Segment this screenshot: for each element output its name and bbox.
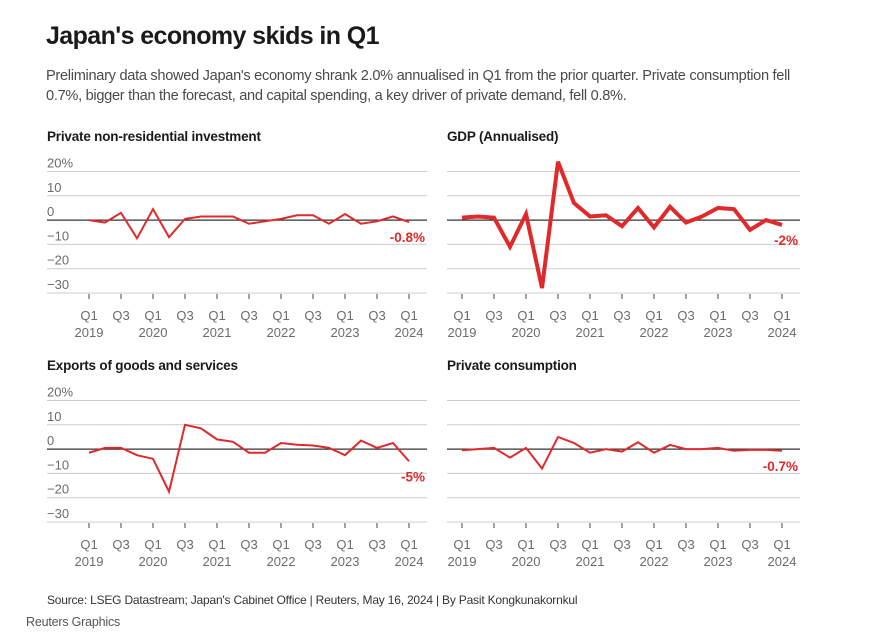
x-tick-label-quarter: Q3 bbox=[485, 308, 502, 323]
series-line bbox=[461, 435, 783, 471]
end-value-label: -0.7% bbox=[763, 459, 798, 474]
y-tick-label: −20 bbox=[47, 253, 69, 268]
y-tick-label: −10 bbox=[47, 457, 69, 472]
x-tick-label-quarter: Q1 bbox=[581, 308, 598, 323]
x-tick-label-quarter: Q3 bbox=[613, 537, 630, 552]
x-tick-label-quarter: Q1 bbox=[336, 537, 353, 552]
x-tick-label-year: 2021 bbox=[203, 325, 232, 340]
x-tick-label-quarter: Q3 bbox=[368, 537, 385, 552]
x-tick-label-year: 2024 bbox=[395, 554, 424, 569]
x-tick-label-quarter: Q1 bbox=[80, 308, 97, 323]
panel-title-exports: Exports of goods and services bbox=[47, 358, 238, 373]
x-tick-label-quarter: Q1 bbox=[400, 537, 417, 552]
end-value-label: -5% bbox=[401, 469, 425, 484]
x-tick-label-quarter: Q3 bbox=[485, 537, 502, 552]
x-tick-label-year: 2019 bbox=[75, 554, 104, 569]
x-tick-label-quarter: Q3 bbox=[240, 308, 257, 323]
end-value-label: -2% bbox=[774, 233, 798, 248]
x-tick-label-year: 2020 bbox=[139, 554, 168, 569]
x-tick-label-quarter: Q1 bbox=[144, 537, 161, 552]
x-tick-label-year: 2022 bbox=[267, 554, 296, 569]
x-tick-label-quarter: Q3 bbox=[112, 308, 129, 323]
x-tick-label-year: 2021 bbox=[576, 554, 605, 569]
x-tick-label-quarter: Q3 bbox=[176, 308, 193, 323]
x-tick-label-year: 2022 bbox=[267, 325, 296, 340]
x-tick-label-year: 2020 bbox=[512, 554, 541, 569]
x-tick-label-year: 2019 bbox=[448, 325, 477, 340]
x-tick-label-quarter: Q1 bbox=[773, 308, 790, 323]
x-tick-label-quarter: Q1 bbox=[645, 537, 662, 552]
x-tick-label-quarter: Q3 bbox=[677, 308, 694, 323]
x-tick-label-quarter: Q1 bbox=[272, 537, 289, 552]
x-tick-label-quarter: Q1 bbox=[453, 308, 470, 323]
x-tick-label-quarter: Q3 bbox=[677, 537, 694, 552]
x-tick-label-year: 2019 bbox=[75, 325, 104, 340]
x-tick-label-quarter: Q3 bbox=[112, 537, 129, 552]
x-tick-label-year: 2020 bbox=[512, 325, 541, 340]
x-tick-label-quarter: Q1 bbox=[773, 537, 790, 552]
page-title: Japan's economy skids in Q1 bbox=[46, 22, 380, 50]
y-tick-label: 0 bbox=[47, 433, 54, 448]
x-tick-label-year: 2022 bbox=[640, 325, 669, 340]
x-tick-label-quarter: Q3 bbox=[741, 308, 758, 323]
x-tick-label-quarter: Q3 bbox=[304, 537, 321, 552]
x-tick-label-year: 2024 bbox=[395, 325, 424, 340]
y-tick-label: 10 bbox=[47, 409, 61, 424]
source-note: Source: LSEG Datastream; Japan's Cabinet… bbox=[47, 593, 578, 607]
x-tick-label-quarter: Q3 bbox=[549, 537, 566, 552]
y-tick-label: −20 bbox=[47, 482, 69, 497]
x-tick-label-quarter: Q1 bbox=[208, 537, 225, 552]
y-tick-label: 20% bbox=[47, 156, 73, 171]
y-tick-label: 10 bbox=[47, 180, 61, 195]
x-tick-label-quarter: Q1 bbox=[517, 308, 534, 323]
panel-title-consumption: Private consumption bbox=[447, 358, 577, 373]
x-tick-label-year: 2020 bbox=[139, 325, 168, 340]
x-tick-label-year: 2023 bbox=[331, 325, 360, 340]
page-subtitle: Preliminary data showed Japan's economy … bbox=[46, 68, 790, 104]
x-tick-label-quarter: Q3 bbox=[240, 537, 257, 552]
x-tick-label-quarter: Q1 bbox=[144, 308, 161, 323]
x-tick-label-quarter: Q1 bbox=[517, 537, 534, 552]
y-tick-label: 20% bbox=[47, 385, 73, 400]
end-value-label: -0.8% bbox=[390, 230, 425, 245]
x-tick-label-quarter: Q3 bbox=[741, 537, 758, 552]
x-tick-label-quarter: Q3 bbox=[176, 537, 193, 552]
x-tick-label-quarter: Q1 bbox=[80, 537, 97, 552]
x-tick-label-year: 2023 bbox=[331, 554, 360, 569]
x-tick-label-quarter: Q1 bbox=[709, 308, 726, 323]
panel-title-gdp: GDP (Annualised) bbox=[447, 129, 559, 144]
y-tick-label: 0 bbox=[47, 204, 54, 219]
x-tick-label-quarter: Q1 bbox=[272, 308, 289, 323]
x-tick-label-quarter: Q1 bbox=[400, 308, 417, 323]
x-tick-label-quarter: Q3 bbox=[304, 308, 321, 323]
x-tick-label-quarter: Q1 bbox=[581, 537, 598, 552]
x-tick-label-year: 2023 bbox=[704, 554, 733, 569]
y-tick-label: −10 bbox=[47, 228, 69, 243]
x-tick-label-quarter: Q1 bbox=[709, 537, 726, 552]
y-tick-label: −30 bbox=[47, 277, 69, 292]
x-tick-label-year: 2024 bbox=[768, 554, 797, 569]
x-tick-label-quarter: Q3 bbox=[368, 308, 385, 323]
y-tick-label: −30 bbox=[47, 506, 69, 521]
x-tick-label-quarter: Q1 bbox=[336, 308, 353, 323]
x-tick-label-year: 2019 bbox=[448, 554, 477, 569]
x-tick-label-quarter: Q1 bbox=[453, 537, 470, 552]
x-tick-label-year: 2022 bbox=[640, 554, 669, 569]
x-tick-label-quarter: Q1 bbox=[208, 308, 225, 323]
x-tick-label-quarter: Q1 bbox=[645, 308, 662, 323]
x-tick-label-year: 2023 bbox=[704, 325, 733, 340]
credit-label: Reuters Graphics bbox=[26, 615, 121, 629]
panel-title-investment: Private non-residential investment bbox=[47, 129, 261, 144]
x-tick-label-quarter: Q3 bbox=[613, 308, 630, 323]
x-tick-label-year: 2021 bbox=[576, 325, 605, 340]
x-tick-label-year: 2021 bbox=[203, 554, 232, 569]
x-tick-label-year: 2024 bbox=[768, 325, 797, 340]
x-tick-label-quarter: Q3 bbox=[549, 308, 566, 323]
